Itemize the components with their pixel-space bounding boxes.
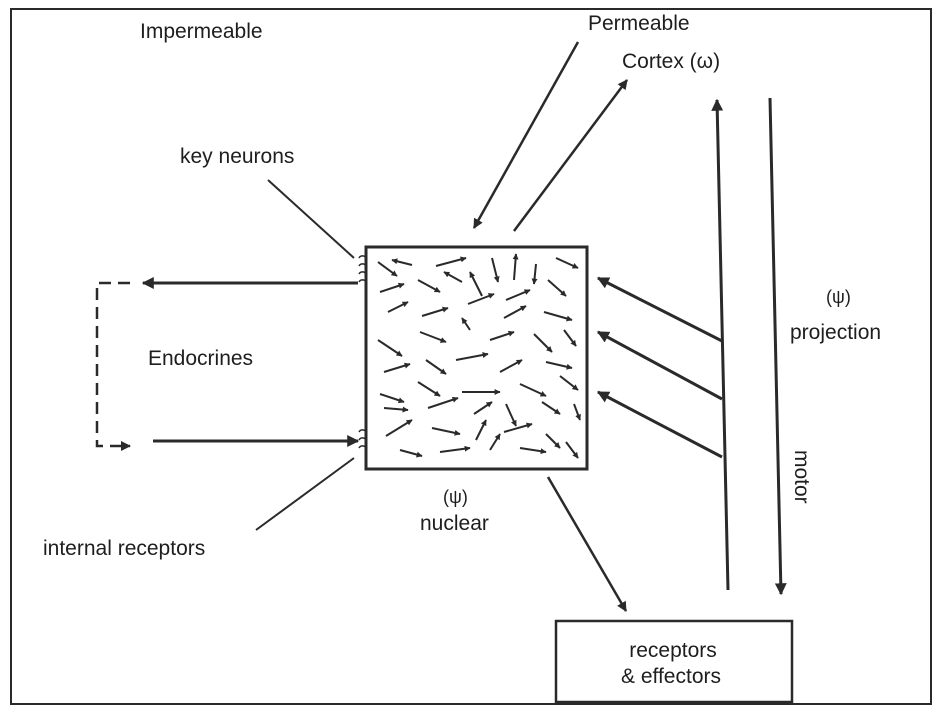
nuclear-box <box>364 245 589 471</box>
internal-receptors-pointer <box>255 457 355 531</box>
nuclear-inner-arrow <box>503 305 527 319</box>
nuclear-inner-arrows <box>377 253 581 459</box>
nuclear-inner-arrow <box>431 427 461 436</box>
projection-input-arrow-1 <box>596 276 723 343</box>
nuclear-inner-arrow <box>379 393 405 404</box>
nuclear-inner-arrow <box>473 401 493 415</box>
permeable-label: Permeable <box>588 12 690 35</box>
nuclear-inner-arrow <box>503 422 533 433</box>
motor-label: motor <box>790 450 813 504</box>
receptors-label-line2: & effectors <box>621 665 721 688</box>
nuclear-inner-arrow <box>467 293 495 305</box>
upward-projection-arrow <box>711 98 730 591</box>
internal-receptors-label: internal receptors <box>43 537 205 560</box>
nuclear-inner-arrow <box>543 311 573 322</box>
nuclear-inner-arrow <box>491 257 500 283</box>
impermeable-label: Impermeable <box>140 20 263 43</box>
key-neurons-pointer <box>267 179 355 259</box>
nuclear-inner-arrow <box>443 271 463 283</box>
nuclear-inner-arrow <box>573 403 581 421</box>
nuclear-inner-arrow <box>377 261 398 277</box>
nuclear-inner-arrow <box>383 406 409 413</box>
nuclear-inner-arrow <box>547 279 567 297</box>
nuclear-inner-arrow <box>417 279 441 293</box>
key-neurons-label: key neurons <box>180 145 294 168</box>
nuclear-inner-arrow <box>519 447 547 455</box>
receptors-effectors-box <box>554 619 794 704</box>
key-neuron-bumps <box>358 255 367 283</box>
nuclear-inner-arrow <box>385 419 413 437</box>
nuclear-inner-arrow <box>505 289 531 301</box>
nuclear-inner-arrow <box>519 383 547 397</box>
cortex-label: Cortex (ω) <box>622 50 720 73</box>
receptors-label-line1: receptors <box>629 639 717 662</box>
nuclear-inner-arrow <box>545 433 561 449</box>
nuclear-inner-arrow <box>499 359 523 373</box>
internal-receptor-bumps <box>358 429 367 449</box>
nuclear-inner-arrow <box>489 433 501 451</box>
nuclear-inner-arrow <box>399 449 423 458</box>
projection-label: projection <box>790 321 881 344</box>
nuclear-inner-arrow <box>421 306 449 317</box>
nuclear-inner-arrow <box>533 333 553 353</box>
motor-downward-arrow <box>768 97 787 596</box>
nuclear-inner-arrow <box>427 396 459 409</box>
nuclear-inner-arrow <box>559 375 579 391</box>
outer-frame <box>10 8 932 705</box>
nuclear-inner-arrow <box>512 253 519 281</box>
endocrine-dashed-loop <box>95 281 131 451</box>
nuclear-inner-arrow <box>563 329 577 347</box>
nuclear-inner-arrow <box>505 403 517 427</box>
nuclear-inner-arrow <box>555 257 579 269</box>
nuclear-inner-arrow <box>469 271 483 297</box>
projection-input-arrow-2 <box>596 330 723 401</box>
nuclear-inner-arrow <box>545 361 573 370</box>
nuclear-to-effectors-arrow <box>546 476 628 612</box>
nuclear-inner-arrow <box>489 330 515 341</box>
nuclear-inner-arrow <box>377 339 403 357</box>
nuclear-inner-arrow <box>565 441 579 459</box>
nuclear-inner-arrow <box>383 362 411 373</box>
nuclear-to-cortex-arrow <box>512 79 629 232</box>
nuclear-inner-arrow <box>531 263 538 285</box>
nuclear-inner-arrow <box>425 359 447 375</box>
nuclear-inner-arrow <box>461 317 471 331</box>
nuclear-inner-arrow <box>417 381 441 397</box>
projection-input-arrow-3 <box>596 390 723 459</box>
nuclear-inner-arrow <box>475 419 487 441</box>
psi-nuclear-symbol: (ψ) <box>443 487 468 507</box>
nuclear-inner-arrow <box>541 401 561 415</box>
endocrines-label: Endocrines <box>148 347 253 370</box>
psi-projection-symbol: (ψ) <box>826 287 851 307</box>
nuclear-inner-arrow <box>387 301 409 313</box>
nuclear-inner-arrow <box>435 256 467 267</box>
nuclear-inner-arrow <box>391 258 413 266</box>
nuclear-label: nuclear <box>420 512 489 535</box>
nuclear-inner-arrow <box>439 445 471 453</box>
nuclear-inner-arrow <box>419 331 447 343</box>
nuclear-inner-arrow <box>379 282 405 293</box>
cortex-to-nuclear-arrow <box>472 41 580 229</box>
nuclear-inner-arrow <box>455 352 489 361</box>
